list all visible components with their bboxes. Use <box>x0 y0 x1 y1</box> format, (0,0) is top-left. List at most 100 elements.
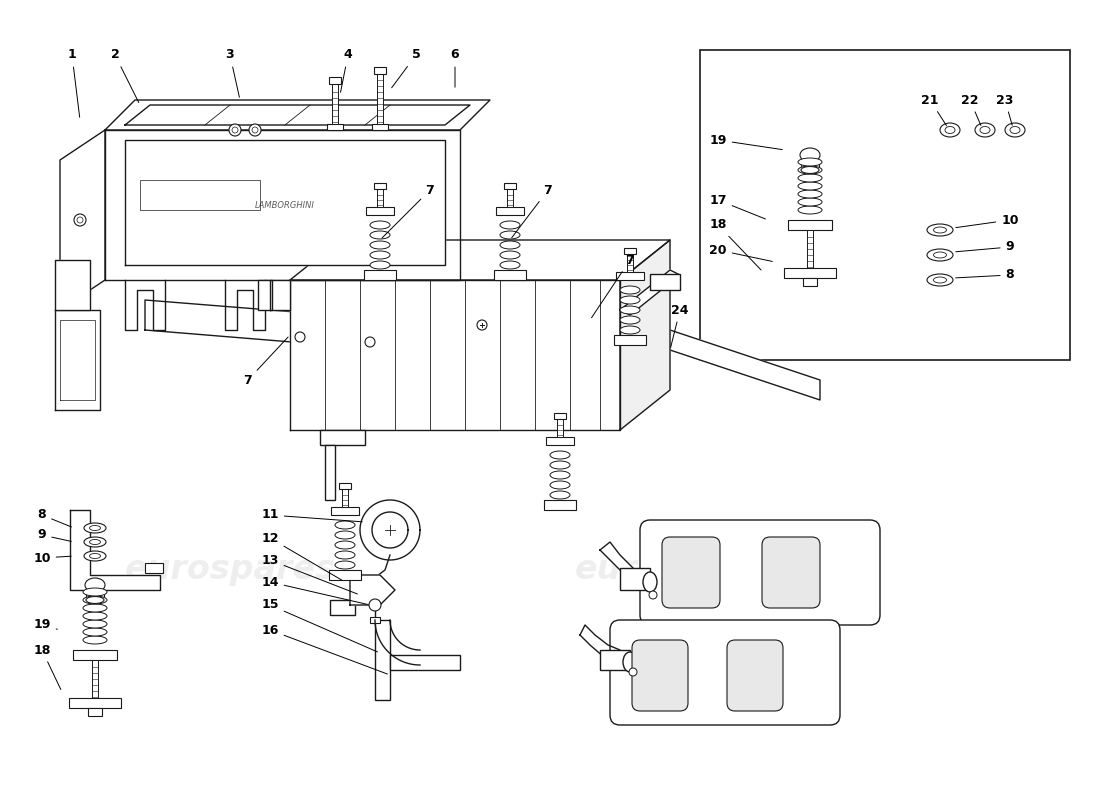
Ellipse shape <box>370 241 390 249</box>
Bar <box>342 489 348 507</box>
Text: 7: 7 <box>382 183 435 238</box>
FancyBboxPatch shape <box>727 640 783 711</box>
Bar <box>92 660 98 700</box>
Ellipse shape <box>500 261 520 269</box>
Bar <box>494 270 526 280</box>
Text: 14: 14 <box>262 575 367 604</box>
Bar <box>330 600 355 615</box>
Polygon shape <box>620 240 670 430</box>
Polygon shape <box>125 140 446 265</box>
Polygon shape <box>372 512 408 548</box>
Text: 11: 11 <box>262 509 362 522</box>
Ellipse shape <box>1010 126 1020 134</box>
Bar <box>624 248 636 254</box>
Text: 5: 5 <box>392 49 420 88</box>
Ellipse shape <box>798 190 822 198</box>
Circle shape <box>74 214 86 226</box>
Circle shape <box>77 217 82 223</box>
Polygon shape <box>60 130 104 310</box>
Bar <box>69 698 121 708</box>
Circle shape <box>249 124 261 136</box>
Ellipse shape <box>84 551 106 561</box>
Bar <box>258 280 272 310</box>
Bar <box>496 207 524 215</box>
Circle shape <box>295 332 305 342</box>
Polygon shape <box>600 542 650 585</box>
Bar <box>390 655 460 670</box>
Text: 3: 3 <box>226 49 240 98</box>
Ellipse shape <box>336 541 355 549</box>
Circle shape <box>229 124 241 136</box>
Text: 20: 20 <box>710 243 772 262</box>
Ellipse shape <box>620 316 640 324</box>
Bar <box>372 124 388 130</box>
Text: 1: 1 <box>67 49 79 118</box>
Ellipse shape <box>370 261 390 269</box>
Ellipse shape <box>798 206 822 214</box>
Text: 22: 22 <box>961 94 981 126</box>
Ellipse shape <box>940 123 960 137</box>
Circle shape <box>232 127 238 133</box>
FancyBboxPatch shape <box>762 537 820 608</box>
Bar <box>329 570 361 580</box>
Text: 8: 8 <box>37 509 72 527</box>
Ellipse shape <box>85 578 104 592</box>
Ellipse shape <box>620 326 640 334</box>
Bar <box>375 620 390 700</box>
Ellipse shape <box>644 572 657 592</box>
Ellipse shape <box>934 252 946 258</box>
Polygon shape <box>104 130 460 280</box>
Text: 12: 12 <box>262 531 342 581</box>
Text: eurospares: eurospares <box>715 194 925 226</box>
Bar <box>700 50 1070 360</box>
Text: 16: 16 <box>262 623 387 674</box>
Text: 7: 7 <box>592 254 635 318</box>
Bar <box>140 180 260 210</box>
Bar <box>557 419 563 437</box>
Polygon shape <box>620 270 680 315</box>
Ellipse shape <box>336 521 355 529</box>
Text: 24: 24 <box>671 303 689 347</box>
Circle shape <box>477 320 487 330</box>
FancyBboxPatch shape <box>662 537 720 608</box>
Bar <box>374 67 386 74</box>
Text: 2: 2 <box>111 49 139 102</box>
Bar <box>784 268 836 278</box>
Bar <box>377 189 383 207</box>
Text: 18: 18 <box>710 218 761 270</box>
Ellipse shape <box>798 182 822 190</box>
Ellipse shape <box>620 306 640 314</box>
Ellipse shape <box>89 539 100 545</box>
Ellipse shape <box>500 241 520 249</box>
Ellipse shape <box>82 596 107 604</box>
Bar <box>507 189 513 207</box>
Circle shape <box>252 127 258 133</box>
Bar <box>86 590 104 600</box>
Ellipse shape <box>798 174 822 182</box>
Bar <box>600 650 630 670</box>
Polygon shape <box>375 620 420 665</box>
Text: 10: 10 <box>956 214 1019 228</box>
Bar <box>788 220 832 230</box>
Ellipse shape <box>798 158 822 166</box>
Bar <box>88 708 102 716</box>
Ellipse shape <box>798 166 822 174</box>
Bar <box>554 413 566 419</box>
Text: LAMBORGHINI: LAMBORGHINI <box>255 201 315 210</box>
Text: 9: 9 <box>37 529 72 542</box>
Ellipse shape <box>1005 123 1025 137</box>
Ellipse shape <box>801 166 820 174</box>
Polygon shape <box>145 300 490 350</box>
Ellipse shape <box>620 296 640 304</box>
Text: 19: 19 <box>710 134 782 150</box>
Ellipse shape <box>550 491 570 499</box>
Polygon shape <box>290 240 670 280</box>
Bar <box>807 230 813 270</box>
Bar <box>377 74 383 124</box>
Ellipse shape <box>550 481 570 489</box>
Ellipse shape <box>82 604 107 612</box>
Polygon shape <box>70 510 160 590</box>
Bar <box>327 124 343 130</box>
Ellipse shape <box>927 274 953 286</box>
Bar <box>364 270 396 280</box>
